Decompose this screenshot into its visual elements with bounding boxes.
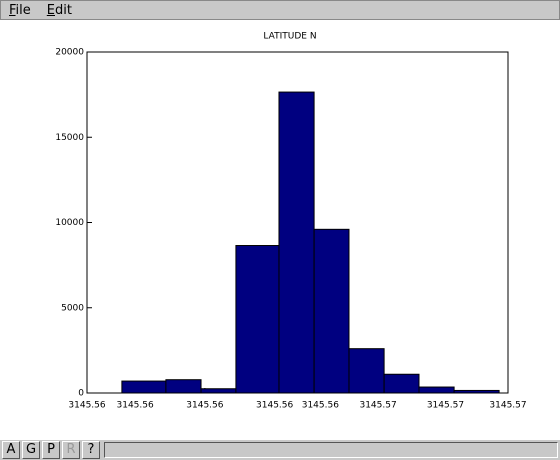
bar — [278, 91, 315, 394]
menu-item[interactable]: Edit — [46, 3, 72, 18]
status-field — [104, 442, 558, 458]
bar — [165, 379, 202, 394]
toolbar: A G P R? — [0, 440, 560, 460]
x-tick-label: 3145.56 — [302, 401, 339, 411]
bar — [121, 380, 167, 394]
x-tick-label: 3145.56 — [68, 401, 105, 411]
bar — [200, 388, 237, 394]
chart-title: LATITUDE N — [263, 32, 316, 42]
x-tick-label: 3145.56 — [117, 401, 154, 411]
bar — [453, 389, 500, 394]
x-tick-label: 3145.56 — [186, 401, 223, 411]
bar — [235, 245, 280, 394]
tool-button[interactable]: G — [22, 441, 40, 459]
y-tick-label: 5000 — [61, 303, 84, 313]
x-tick-label: 3145.57 — [359, 401, 396, 411]
menu-bar: File Edit — [0, 0, 560, 20]
chart: LATITUDE N 0 5000 10000 15000 20000 3145.56 31… — [55, 32, 526, 411]
bar — [313, 228, 350, 394]
menu-item[interactable]: File — [9, 3, 31, 18]
y-tick-label: 15000 — [55, 133, 84, 143]
x-tick-label: 3145.56 — [256, 401, 293, 411]
x-tick-label: 3145.57 — [489, 401, 526, 411]
tool-button[interactable]: A — [2, 441, 20, 459]
y-tick-label: 0 — [78, 389, 84, 399]
tool-button[interactable]: P — [42, 441, 60, 459]
bar — [383, 373, 420, 394]
x-tick-label: 3145.57 — [427, 401, 464, 411]
tool-button[interactable]: ? — [82, 441, 100, 459]
bar — [418, 386, 455, 394]
y-tick-label: 10000 — [55, 218, 84, 228]
y-tick-label: 20000 — [55, 48, 84, 58]
tool-button[interactable]: R — [62, 441, 80, 459]
bar — [348, 348, 385, 394]
